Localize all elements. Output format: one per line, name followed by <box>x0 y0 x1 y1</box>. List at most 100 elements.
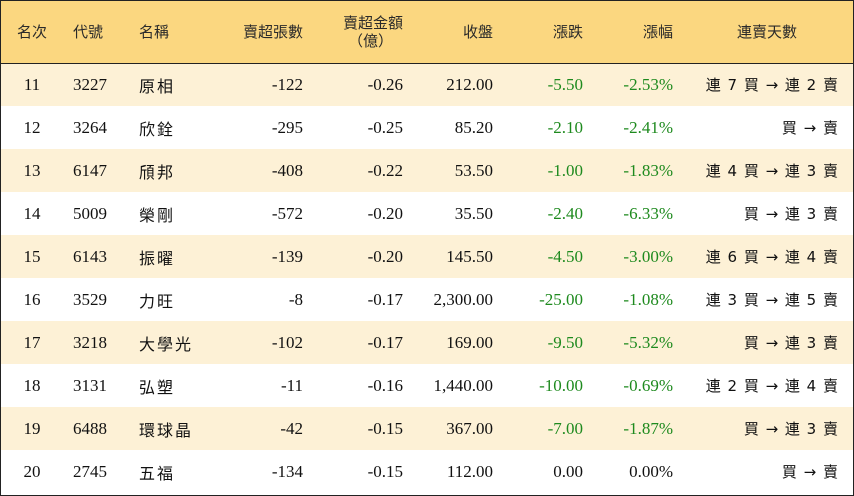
net-sell-lots-cell: -42 <box>280 418 303 438</box>
streak-cell: 連 4 買 → 連 3 賣 <box>705 162 839 180</box>
header-change: 漲跌 <box>501 1 591 64</box>
rank-cell: 16 <box>23 289 41 309</box>
net-sell-amount-cell: -0.26 <box>367 74 403 94</box>
table-row: 16 3529 力旺 -8 -0.17 2,300.00 -25.00 -1.08% 連 3 買… <box>1 278 853 321</box>
header-streak: 連賣天數 <box>681 1 853 64</box>
rank-cell: 20 <box>23 461 41 481</box>
close-cell: 145.50 <box>446 246 493 266</box>
net-sell-lots-cell: -139 <box>271 246 303 266</box>
name-cell: 振曜 <box>139 248 176 268</box>
header-rank: 名次 <box>1 1 63 64</box>
close-cell: 85.20 <box>454 117 493 137</box>
code-cell: 3227 <box>73 74 107 94</box>
code-cell: 6488 <box>73 418 107 438</box>
streak-cell: 買 → 連 3 賣 <box>743 334 839 352</box>
table-body: 11 3227 原相 -122 -0.26 212.00 -5.50 -2.53% 連 7 買 … <box>1 63 853 493</box>
header-change-pct: 漲幅 <box>591 1 681 64</box>
net-sell-amount-cell: -0.15 <box>367 461 403 481</box>
header-name: 名稱 <box>131 1 211 64</box>
table-row: 11 3227 原相 -122 -0.26 212.00 -5.50 -2.53% 連 7 買 … <box>1 63 853 106</box>
net-sell-amount-cell: -0.20 <box>367 246 403 266</box>
code-cell: 3264 <box>73 117 107 137</box>
close-cell: 35.50 <box>454 203 493 223</box>
net-sell-lots-cell: -11 <box>280 375 303 395</box>
net-sell-amount-cell: -0.15 <box>367 418 403 438</box>
change-pct-cell: -1.83% <box>623 160 673 180</box>
net-sell-lots-cell: -102 <box>271 332 303 352</box>
name-cell: 榮剛 <box>139 205 176 225</box>
close-cell: 367.00 <box>446 418 493 438</box>
net-sell-lots-cell: -122 <box>271 74 303 94</box>
table-row: 13 6147 頎邦 -408 -0.22 53.50 -1.00 -1.83% 連 4 買 →… <box>1 149 853 192</box>
net-sell-amount-cell: -0.20 <box>367 203 403 223</box>
change-cell: -9.50 <box>547 332 583 352</box>
net-sell-lots-cell: -408 <box>271 160 303 180</box>
change-pct-cell: -2.41% <box>623 117 673 137</box>
streak-cell: 買 → 連 3 賣 <box>743 420 839 438</box>
close-cell: 169.00 <box>446 332 493 352</box>
header-net-sell-amount-unit: （億） <box>347 31 393 50</box>
table-row: 20 2745 五福 -134 -0.15 112.00 0.00 0.00% 買 → 賣 <box>1 450 853 493</box>
change-pct-cell: -0.69% <box>623 375 673 395</box>
rank-cell: 12 <box>23 117 41 137</box>
code-cell: 3529 <box>73 289 107 309</box>
code-cell: 6147 <box>73 160 107 180</box>
change-cell: -7.00 <box>547 418 583 438</box>
change-pct-cell: -6.33% <box>623 203 673 223</box>
name-cell: 欣銓 <box>139 119 176 139</box>
close-cell: 212.00 <box>446 74 493 94</box>
code-cell: 6143 <box>73 246 107 266</box>
rank-cell: 14 <box>23 203 41 223</box>
change-cell: -1.00 <box>547 160 583 180</box>
change-cell: 0.00 <box>553 461 583 481</box>
change-cell: -10.00 <box>539 375 583 395</box>
rank-cell: 18 <box>23 375 41 395</box>
streak-cell: 買 → 連 3 賣 <box>743 205 839 223</box>
change-cell: -2.10 <box>547 117 583 137</box>
header-net-sell-amount-label: 賣超金額 <box>342 13 403 32</box>
change-pct-cell: -2.53% <box>623 74 673 94</box>
close-cell: 1,440.00 <box>433 375 494 395</box>
change-pct-cell: -1.87% <box>623 418 673 438</box>
header-net-sell-amount: 賣超金額 （億） <box>311 1 411 64</box>
header-row: 名次 代號 名稱 賣超張數 賣超金額 （億） 收盤 漲跌 漲幅 連賣天數 <box>1 1 853 64</box>
rank-cell: 17 <box>23 332 41 352</box>
header-net-sell-lots: 賣超張數 <box>211 1 311 64</box>
change-pct-cell: -5.32% <box>623 332 673 352</box>
table-row: 12 3264 欣銓 -295 -0.25 85.20 -2.10 -2.41% 買 → 賣 <box>1 106 853 149</box>
net-sell-amount-cell: -0.17 <box>367 332 403 352</box>
net-sell-lots-cell: -8 <box>288 289 303 309</box>
table-row: 18 3131 弘塑 -11 -0.16 1,440.00 -10.00 -0.69% 連 2 … <box>1 364 853 407</box>
streak-cell: 連 2 買 → 連 4 賣 <box>705 377 839 395</box>
table-row: 15 6143 振曜 -139 -0.20 145.50 -4.50 -3.00% 連 6 買 … <box>1 235 853 278</box>
name-cell: 大學光 <box>139 334 194 354</box>
name-cell: 頎邦 <box>139 162 176 182</box>
change-cell: -2.40 <box>547 203 583 223</box>
rank-cell: 11 <box>23 74 41 94</box>
code-cell: 5009 <box>73 203 107 223</box>
name-cell: 弘塑 <box>139 377 176 397</box>
close-cell: 112.00 <box>446 461 493 481</box>
header-code: 代號 <box>63 1 131 64</box>
change-cell: -25.00 <box>539 289 583 309</box>
code-cell: 3131 <box>73 375 107 395</box>
header-close: 收盤 <box>411 1 501 64</box>
net-sell-amount-cell: -0.17 <box>367 289 403 309</box>
change-cell: -4.50 <box>547 246 583 266</box>
close-cell: 53.50 <box>454 160 493 180</box>
rank-cell: 15 <box>23 246 41 266</box>
name-cell: 原相 <box>139 76 176 96</box>
change-pct-cell: -1.08% <box>623 289 673 309</box>
streak-cell: 連 3 買 → 連 5 賣 <box>705 291 839 309</box>
change-pct-cell: 0.00% <box>629 461 673 481</box>
streak-cell: 買 → 賣 <box>781 463 839 481</box>
code-cell: 3218 <box>73 332 107 352</box>
code-cell: 2745 <box>73 461 107 481</box>
table-header: 名次 代號 名稱 賣超張數 賣超金額 （億） 收盤 漲跌 漲幅 連賣天數 <box>1 1 853 64</box>
change-cell: -5.50 <box>547 74 583 94</box>
table-row: 19 6488 環球晶 -42 -0.15 367.00 -7.00 -1.87% 買 → 連 … <box>1 407 853 450</box>
name-cell: 力旺 <box>139 291 176 311</box>
net-sell-amount-cell: -0.25 <box>367 117 403 137</box>
